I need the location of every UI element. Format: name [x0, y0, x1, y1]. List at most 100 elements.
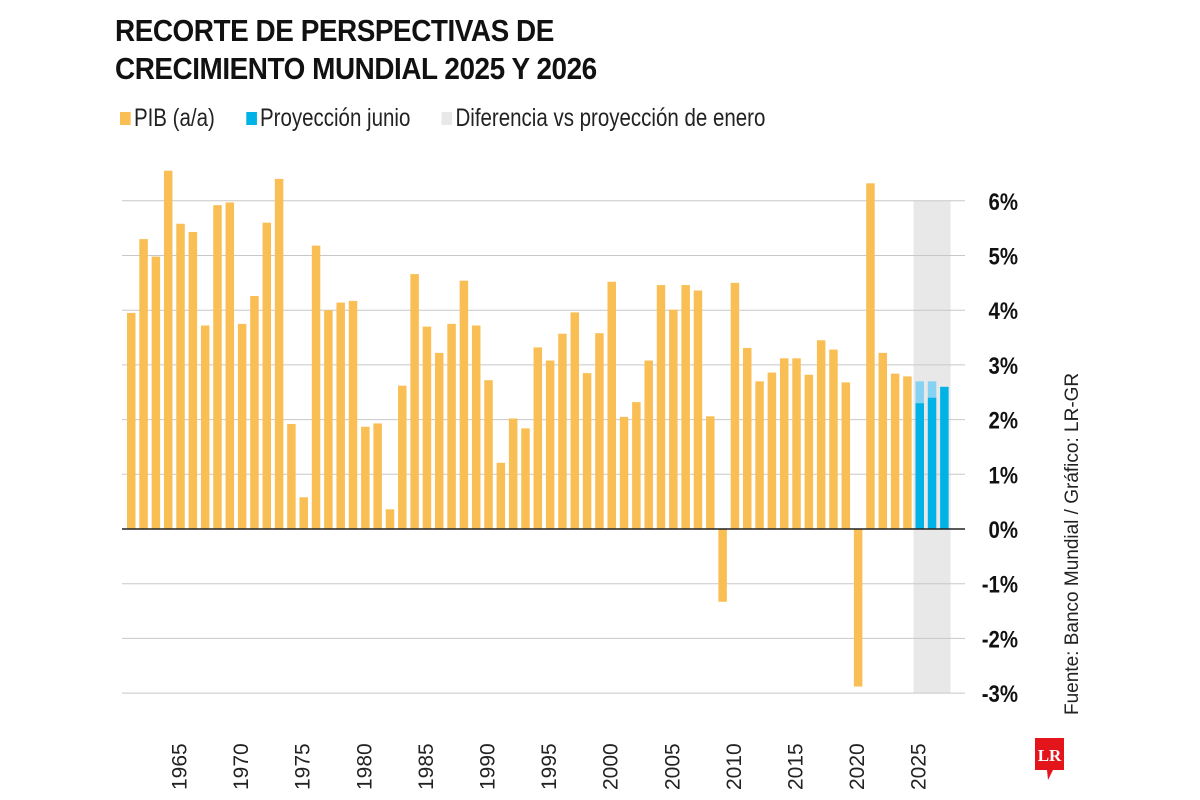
gdp-bar	[447, 323, 456, 529]
y-tick-label: 2%	[989, 407, 1019, 434]
legend-label-diff: Diferencia vs proyección de enero	[455, 104, 766, 132]
x-tick-label: 1980	[353, 743, 376, 790]
legend-item-june: Proyección junio	[245, 104, 411, 133]
legend-swatch-gdp	[120, 112, 131, 125]
legend-swatch-june	[245, 112, 257, 125]
gdp-bar	[866, 183, 875, 529]
projection-june-bar	[940, 386, 949, 529]
y-tick-label: 5%	[989, 243, 1019, 270]
chart-title: RECORTE DE PERSPECTIVAS DE CRECIMIENTO M…	[115, 12, 597, 88]
y-tick-label: 4%	[989, 298, 1019, 325]
chart-title-line-1: RECORTE DE PERSPECTIVAS DE	[115, 13, 554, 48]
x-tick-label: 2010	[723, 743, 746, 790]
gdp-bar	[299, 497, 308, 529]
y-tick-label: 0%	[989, 516, 1019, 543]
gdp-bar	[508, 418, 518, 529]
source-note: Fuente: Banco Mundial / Gráfico: LR-GR	[1062, 372, 1083, 715]
gdp-bar	[348, 300, 358, 529]
gdp-bar	[250, 295, 259, 529]
gdp-bar	[237, 323, 247, 529]
gdp-bar	[521, 428, 530, 529]
gdp-bar	[706, 416, 715, 529]
gdp-bar	[176, 223, 185, 530]
gdp-bar	[669, 309, 678, 529]
projection-june-bar	[927, 397, 937, 529]
x-tick-label: 1995	[538, 743, 561, 790]
gdp-bar	[853, 529, 863, 687]
gdp-bar	[213, 205, 222, 529]
projection-june-bar	[915, 403, 924, 529]
x-tick-label: 1985	[415, 743, 438, 790]
y-tick-label: -2%	[982, 626, 1018, 653]
legend-swatch-diff	[441, 112, 453, 125]
x-tick-label: 2005	[661, 743, 684, 790]
y-tick-label: -1%	[982, 571, 1018, 598]
gdp-bar	[829, 349, 838, 529]
gdp-bar	[755, 381, 764, 529]
gdp-bar	[410, 274, 419, 529]
gdp-bar	[570, 312, 580, 529]
gdp-bar	[632, 402, 641, 529]
y-tick-label: 6%	[989, 188, 1019, 215]
x-tick-label: 2015	[785, 743, 808, 790]
gdp-bar	[471, 325, 481, 529]
gdp-bar	[324, 310, 333, 529]
gdp-bar	[151, 256, 161, 529]
gdp-bar	[385, 509, 395, 529]
gdp-bar	[644, 360, 653, 529]
x-tick-label: 2025	[908, 743, 931, 790]
y-tick-label: -3%	[982, 681, 1018, 708]
gdp-bar	[336, 302, 345, 529]
gdp-bar	[484, 380, 493, 529]
gdp-bar	[903, 376, 912, 529]
gdp-bar	[545, 360, 555, 529]
gdp-bar	[373, 423, 382, 529]
gdp-bar	[779, 358, 789, 529]
gdp-bar	[435, 352, 444, 529]
gdp-bar	[743, 347, 752, 529]
legend-item-gdp: PIB (a/a)	[120, 104, 215, 133]
chart-title-line-2: CRECIMIENTO MUNDIAL 2025 Y 2026	[115, 51, 597, 86]
gdp-bar	[878, 352, 888, 529]
gdp-bar	[188, 231, 198, 529]
x-tick-label: 1975	[292, 743, 315, 790]
gdp-bar	[558, 333, 567, 529]
gdp-bar	[816, 340, 826, 529]
gdp-bar	[804, 374, 814, 529]
gdp-bar	[422, 326, 432, 529]
y-tick-label: 1%	[989, 462, 1019, 489]
gdp-bar	[274, 178, 284, 530]
gdp-bar	[262, 222, 272, 529]
legend: PIB (a/a) Proyección junio Diferencia vs…	[120, 104, 765, 133]
gdp-bar	[459, 280, 469, 529]
legend-label-gdp: PIB (a/a)	[133, 104, 215, 132]
gdp-bar	[496, 462, 506, 529]
gdp-bar	[311, 245, 321, 530]
gdp-bar	[607, 281, 616, 529]
y-tick-label: 3%	[989, 352, 1019, 379]
gdp-bar	[656, 285, 666, 529]
gdp-bar	[139, 239, 148, 529]
gdp-bar	[890, 373, 900, 529]
x-tick-label: 1965	[169, 743, 192, 790]
gdp-bar	[127, 312, 136, 529]
projection-diff-bar	[915, 381, 924, 404]
x-tick-label: 1970	[230, 743, 253, 790]
gdp-bar	[582, 373, 592, 529]
x-tick-label: 2000	[600, 743, 623, 790]
projection-diff-bar	[927, 381, 937, 398]
x-tick-label: 1990	[477, 743, 500, 790]
legend-label-june: Proyección junio	[259, 104, 411, 132]
gdp-bar	[619, 416, 629, 529]
gdp-bar	[693, 290, 703, 529]
gdp-bar	[681, 285, 690, 529]
gdp-bar	[595, 333, 604, 529]
gdp-bar	[533, 347, 543, 529]
gdp-bar	[841, 382, 851, 529]
gdp-bar	[200, 325, 210, 529]
gdp-bar	[792, 358, 801, 529]
logo-text: LR	[1038, 746, 1062, 765]
lr-logo-icon: LR	[1035, 738, 1064, 780]
legend-item-diff: Diferencia vs proyección de enero	[441, 104, 766, 133]
